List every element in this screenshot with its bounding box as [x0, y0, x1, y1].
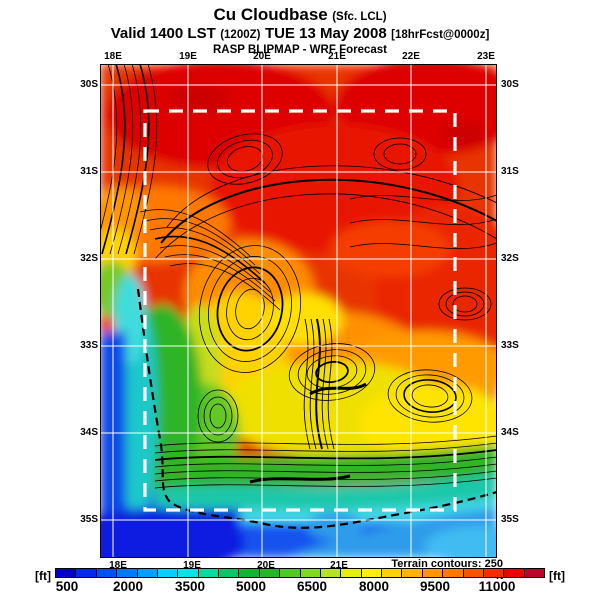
colorbar-segment [483, 569, 505, 577]
page-title: Cu Cloudbase [213, 5, 328, 24]
forecast-offset: [18hrFcst@0000z] [391, 29, 490, 42]
lat-label-right: 30S [501, 79, 519, 90]
colorbar-segment [463, 569, 484, 577]
title-qualifier: (Sfc. LCL) [332, 11, 387, 23]
lat-label-right: 34S [501, 427, 519, 438]
colorbar-tick: 8000 [358, 579, 390, 594]
colorbar-segment [178, 569, 199, 577]
lon-label-top: 18E [104, 51, 122, 62]
colorbar-segment [504, 569, 525, 577]
colorbar-tick: 9500 [419, 579, 451, 594]
colorbar-segment [137, 569, 158, 577]
valid-time: Valid 1400 LST [110, 25, 216, 43]
model-line: RASP BLIPMAP - WRF Forecast [212, 43, 388, 56]
colorbar-segment [280, 569, 301, 577]
colorbar-segment [239, 569, 260, 577]
lat-label-right: 35S [501, 514, 519, 525]
lat-label-left: 32S [80, 253, 98, 264]
title-line: Cu Cloudbase (Sfc. LCL) [0, 5, 600, 25]
lat-label-right: 32S [501, 253, 519, 264]
lon-label-top: 19E [179, 51, 197, 62]
colorbar-segment [382, 569, 403, 577]
colorbar-segment [443, 569, 464, 577]
header: Cu Cloudbase (Sfc. LCL) Valid 1400 LST (… [0, 5, 600, 57]
colorbar-tick: 6500 [296, 579, 328, 594]
colorbar-segment [341, 569, 362, 577]
lon-label-bottom: 20E [257, 560, 275, 571]
lat-label-left: 31S [80, 166, 98, 177]
lon-label-top: 21E [328, 51, 346, 62]
lon-label-top: 20E [253, 51, 271, 62]
colorbar-segment [402, 569, 423, 577]
unit-label-left: [ft] [35, 569, 51, 583]
valid-date: TUE 13 May 2008 [264, 25, 387, 43]
colorbar-tick: 2000 [112, 579, 144, 594]
colorbar-segment [219, 569, 240, 577]
colorbar-segment [524, 569, 544, 577]
colorbar [55, 568, 545, 578]
lat-label-left: 35S [80, 514, 98, 525]
colorbar-segment [56, 569, 77, 577]
lat-label-left: 30S [80, 79, 98, 90]
lat-label-left: 34S [80, 427, 98, 438]
lon-label-bottom: 21E [330, 560, 348, 571]
colorbar-tick: 11000 [478, 579, 516, 594]
unit-label-right: [ft] [549, 569, 565, 583]
colorbar-segment [320, 569, 342, 577]
colorbar-tick: 3500 [174, 579, 206, 594]
colorbar-segment [76, 569, 97, 577]
colorbar-tick: 5000 [235, 579, 267, 594]
lon-label-bottom: 18E [109, 560, 127, 571]
map-svg [100, 64, 497, 558]
colorbar-segment [259, 569, 281, 577]
lon-label-top: 23E [477, 51, 495, 62]
lat-label-right: 33S [501, 340, 519, 351]
lat-label-right: 31S [501, 166, 519, 177]
colorbar-segment [422, 569, 444, 577]
colorbar-segment [96, 569, 118, 577]
valid-zulu: (1200Z) [220, 29, 261, 42]
colorbar-segment [157, 569, 179, 577]
weather-map [100, 64, 497, 558]
colorbar-segment [117, 569, 138, 577]
colorbar-tick: 500 [55, 579, 79, 594]
lon-label-bottom: 19E [183, 560, 201, 571]
colorbar-segment [198, 569, 219, 577]
lat-label-left: 33S [80, 340, 98, 351]
valid-line: Valid 1400 LST (1200Z) TUE 13 May 2008 [… [0, 25, 600, 43]
colorbar-segment [361, 569, 382, 577]
lon-label-top: 22E [402, 51, 420, 62]
colorbar-segment [300, 569, 321, 577]
